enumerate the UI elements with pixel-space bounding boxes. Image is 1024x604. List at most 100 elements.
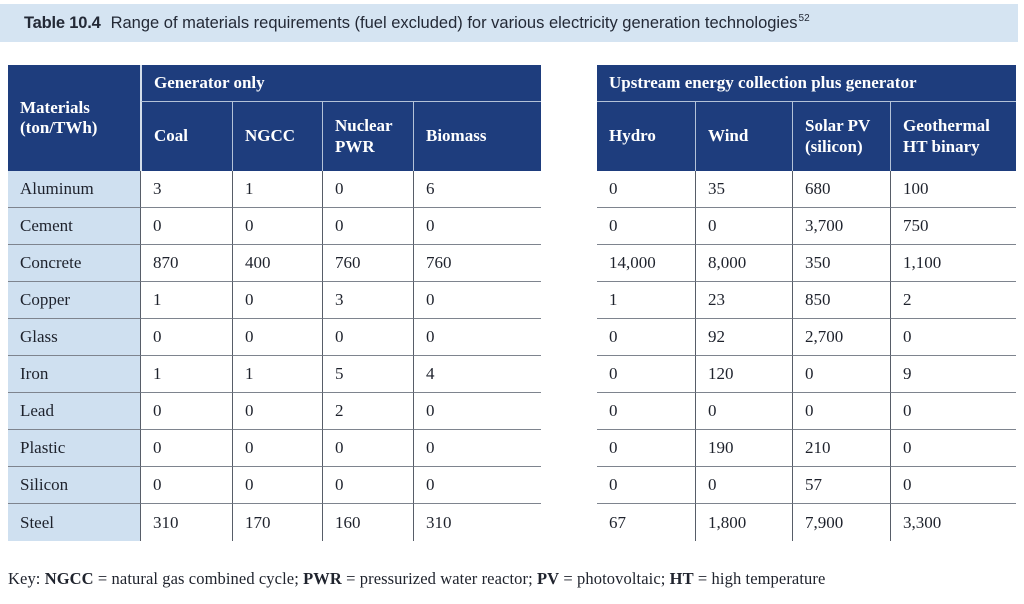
column-header-solar-pv: Solar PV (silicon) xyxy=(792,102,890,171)
value-cell: 1,100 xyxy=(890,245,1017,282)
table-row: Concrete 870 400 760 760 xyxy=(8,245,542,282)
value-cell: 0 xyxy=(322,208,413,245)
key-text: = pressurized water reactor; xyxy=(341,569,537,588)
value-cell: 92 xyxy=(695,319,792,356)
material-label: Iron xyxy=(8,356,140,393)
table-row: Lead 0 0 2 0 xyxy=(8,393,542,430)
value-cell: 0 xyxy=(232,282,322,319)
footnote-marker: 52 xyxy=(798,13,810,24)
value-cell: 0 xyxy=(232,393,322,430)
table-title: Range of materials requirements (fuel ex… xyxy=(110,13,798,32)
value-cell: 190 xyxy=(695,430,792,467)
value-cell: 0 xyxy=(322,430,413,467)
value-cell: 0 xyxy=(597,356,695,393)
value-cell: 0 xyxy=(597,430,695,467)
value-cell: 750 xyxy=(890,208,1017,245)
value-cell: 0 xyxy=(695,208,792,245)
value-cell: 1 xyxy=(140,282,232,319)
material-label: Steel xyxy=(8,504,140,541)
value-cell: 6 xyxy=(413,171,542,208)
value-cell: 0 xyxy=(597,171,695,208)
value-cell: 5 xyxy=(322,356,413,393)
value-cell: 100 xyxy=(890,171,1017,208)
value-cell: 120 xyxy=(695,356,792,393)
value-cell: 0 xyxy=(792,356,890,393)
generator-only-table: Materials (ton/TWh) Generator only Coal … xyxy=(8,65,542,541)
upstream-table: Upstream energy collection plus generato… xyxy=(597,65,1017,541)
table-caption-bar: Table 10.4 Range of materials requiremen… xyxy=(0,4,1018,42)
material-label: Concrete xyxy=(8,245,140,282)
value-cell: 2 xyxy=(890,282,1017,319)
material-label: Silicon xyxy=(8,467,140,504)
value-cell: 850 xyxy=(792,282,890,319)
value-cell: 1,800 xyxy=(695,504,792,541)
table-row: 0 0 3,700 750 xyxy=(597,208,1017,245)
value-cell: 310 xyxy=(413,504,542,541)
value-cell: 0 xyxy=(413,319,542,356)
column-header-hydro: Hydro xyxy=(597,102,695,171)
table-row: 0 0 57 0 xyxy=(597,467,1017,504)
value-cell: 0 xyxy=(140,319,232,356)
material-label: Plastic xyxy=(8,430,140,467)
table-row: Silicon 0 0 0 0 xyxy=(8,467,542,504)
column-header-ngcc: NGCC xyxy=(232,102,322,171)
material-label: Glass xyxy=(8,319,140,356)
key-term: PWR xyxy=(303,569,342,588)
value-cell: 0 xyxy=(232,319,322,356)
table-title-text: Range of materials requirements (fuel ex… xyxy=(111,14,810,33)
key-text: Key: xyxy=(8,569,45,588)
value-cell: 680 xyxy=(792,171,890,208)
value-cell: 0 xyxy=(140,430,232,467)
value-cell: 57 xyxy=(792,467,890,504)
key-text: = photovoltaic; xyxy=(559,569,670,588)
value-cell: 400 xyxy=(232,245,322,282)
value-cell: 1 xyxy=(140,356,232,393)
column-header-biomass: Biomass xyxy=(413,102,542,171)
value-cell: 0 xyxy=(695,467,792,504)
value-cell: 1 xyxy=(232,356,322,393)
value-cell: 0 xyxy=(890,467,1017,504)
value-cell: 350 xyxy=(792,245,890,282)
value-cell: 2,700 xyxy=(792,319,890,356)
key-term: NGCC xyxy=(44,569,94,588)
key-term: HT xyxy=(669,569,694,588)
value-cell: 0 xyxy=(140,393,232,430)
table-row: Iron 1 1 5 4 xyxy=(8,356,542,393)
value-cell: 8,000 xyxy=(695,245,792,282)
value-cell: 14,000 xyxy=(597,245,695,282)
value-cell: 9 xyxy=(890,356,1017,393)
value-cell: 0 xyxy=(413,430,542,467)
value-cell: 0 xyxy=(322,171,413,208)
column-header-geothermal: Geothermal HT binary xyxy=(890,102,1017,171)
material-label: Lead xyxy=(8,393,140,430)
value-cell: 1 xyxy=(597,282,695,319)
value-cell: 210 xyxy=(792,430,890,467)
table-row: Copper 1 0 3 0 xyxy=(8,282,542,319)
value-cell: 0 xyxy=(890,430,1017,467)
table-row: 0 35 680 100 xyxy=(597,171,1017,208)
key-term: PV xyxy=(537,569,560,588)
value-cell: 3 xyxy=(322,282,413,319)
value-cell: 0 xyxy=(792,393,890,430)
value-cell: 3,700 xyxy=(792,208,890,245)
value-cell: 870 xyxy=(140,245,232,282)
value-cell: 0 xyxy=(232,467,322,504)
value-cell: 0 xyxy=(597,319,695,356)
value-cell: 3,300 xyxy=(890,504,1017,541)
value-cell: 0 xyxy=(322,467,413,504)
table-row: 14,000 8,000 350 1,100 xyxy=(597,245,1017,282)
row-header-materials: Materials (ton/TWh) xyxy=(8,65,140,171)
value-cell: 67 xyxy=(597,504,695,541)
generator-only-body: Aluminum 3 1 0 6 Cement 0 0 0 0 Concrete 870 400 760 7… xyxy=(8,171,542,541)
table-key: Key: NGCC = natural gas combined cycle; … xyxy=(8,569,1016,589)
value-cell: 0 xyxy=(413,393,542,430)
value-cell: 0 xyxy=(232,208,322,245)
table-row: Aluminum 3 1 0 6 xyxy=(8,171,542,208)
column-header-coal: Coal xyxy=(140,102,232,171)
value-cell: 760 xyxy=(413,245,542,282)
table-number: Table 10.4 xyxy=(24,13,101,32)
table-row: 0 120 0 9 xyxy=(597,356,1017,393)
table-row: Plastic 0 0 0 0 xyxy=(8,430,542,467)
value-cell: 160 xyxy=(322,504,413,541)
